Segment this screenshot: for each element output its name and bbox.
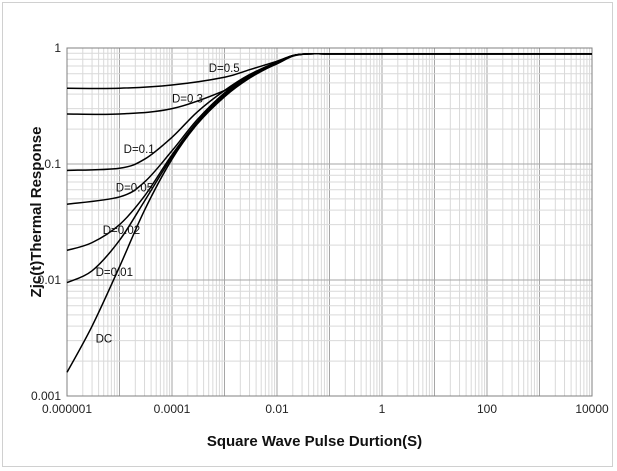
x-tick-label: 0.0001	[154, 402, 191, 416]
grid	[66, 48, 592, 397]
x-tick-label: 0.000001	[42, 402, 92, 416]
series-annotation: D=0.05	[116, 182, 153, 194]
x-tick-label: 1	[379, 402, 386, 416]
x-tick-label: 0.01	[265, 402, 289, 416]
y-tick-label: 0.1	[44, 157, 61, 171]
x-tick-label: 10000	[575, 402, 609, 416]
y-tick-label: 1	[54, 41, 61, 55]
tick-labels: 0.000001 0.0001 0.01 1 100 10000 0.001 0.01 0.1 1	[31, 41, 609, 416]
series-labels: D=0.5 D=0.3 D=0.1 D=0.05 D=0.02 D=0.01 DC	[96, 63, 240, 345]
y-axis-title: Zjc(t)Thermal Response	[28, 127, 45, 298]
y-tick-label: 0.01	[38, 273, 62, 287]
series-group	[66, 52, 592, 373]
series-annotation: D=0.1	[124, 144, 155, 156]
series-annotation: D=0.02	[103, 225, 140, 237]
series-annotation: D=0.01	[96, 267, 133, 279]
plot-area	[66, 47, 593, 397]
series-annotation: D=0.3	[172, 93, 203, 105]
series-line-dc	[66, 52, 592, 373]
x-tick-label: 100	[477, 402, 497, 416]
series-annotation: D=0.5	[209, 63, 240, 75]
y-tick-label: 0.001	[31, 389, 61, 403]
series-annotation: DC	[96, 333, 113, 345]
x-axis-title: Square Wave Pulse Durtion(S)	[207, 433, 422, 450]
